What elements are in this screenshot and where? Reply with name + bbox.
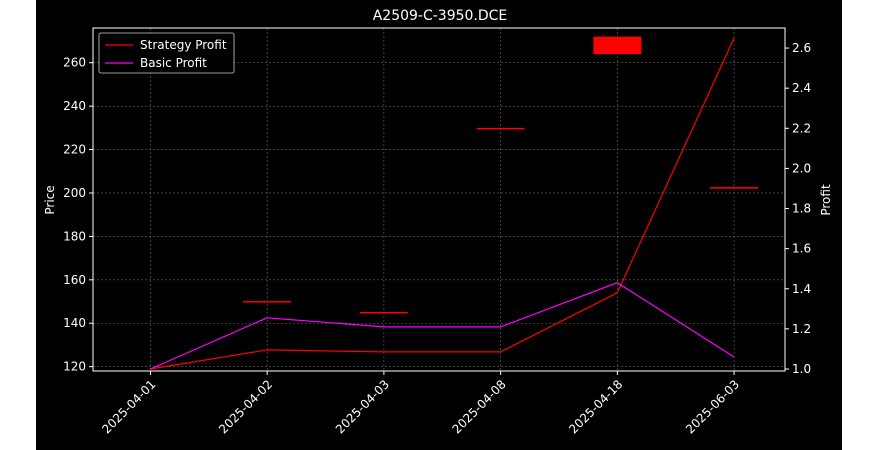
y-tick-label-right: 2.6 xyxy=(792,41,811,55)
y-tick-label-left: 240 xyxy=(63,99,86,113)
series-line xyxy=(150,37,735,370)
chart-title: A2509-C-3950.DCE xyxy=(373,8,508,24)
plot-frame xyxy=(92,27,786,372)
y-tick-label-left: 160 xyxy=(63,273,86,287)
y-tick-label-right: 2.4 xyxy=(792,81,811,95)
legend: Strategy Profit Basic Profit xyxy=(98,32,235,74)
y-tick-label-right: 1.6 xyxy=(792,242,811,256)
y-axis-label-left: Price xyxy=(43,185,57,214)
candle-body xyxy=(359,311,408,314)
y-tick-label-right: 1.2 xyxy=(792,322,811,336)
y-tick-label-right: 2.0 xyxy=(792,161,811,175)
legend-label: Strategy Profit xyxy=(140,38,227,52)
y-tick-label-left: 120 xyxy=(63,360,86,374)
y-tick-label-left: 220 xyxy=(63,143,86,157)
legend-label: Basic Profit xyxy=(140,56,207,70)
candle-body xyxy=(710,187,759,189)
series-line xyxy=(150,282,735,370)
y-tick-label-right: 1.4 xyxy=(792,282,811,296)
y-tick-label-right: 1.8 xyxy=(792,202,811,216)
y-tick-label-right: 2.2 xyxy=(792,121,811,135)
candle-body xyxy=(476,127,525,130)
y-tick-label-left: 180 xyxy=(63,229,86,243)
y-tick-label-right: 1.0 xyxy=(792,362,811,376)
figure-background xyxy=(36,0,842,450)
y-tick-label-left: 200 xyxy=(63,186,86,200)
candle-body xyxy=(593,36,642,55)
y-tick-label-left: 260 xyxy=(63,56,86,70)
y-tick-label-left: 140 xyxy=(63,316,86,330)
y-axis-label-right: Profit xyxy=(819,184,833,216)
candle-body xyxy=(243,301,292,303)
